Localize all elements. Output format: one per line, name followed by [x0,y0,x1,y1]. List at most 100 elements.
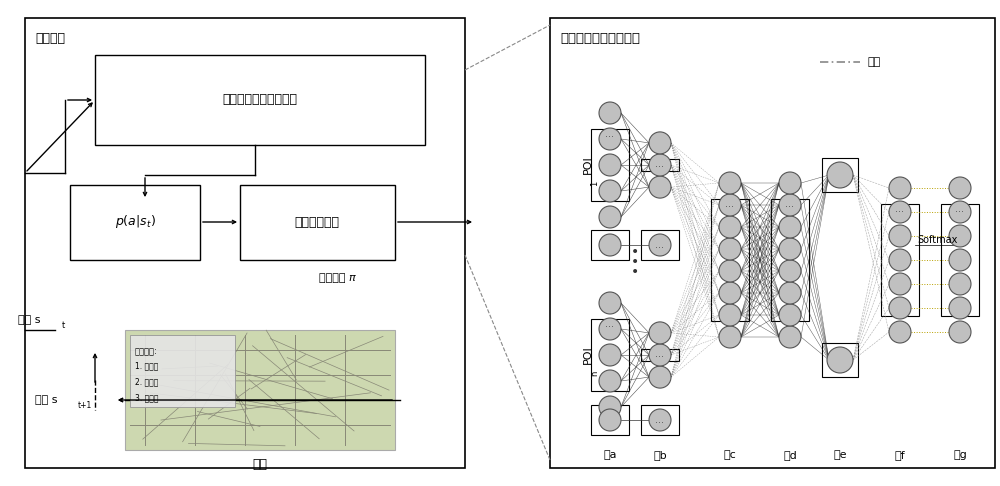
Text: 层g: 层g [953,450,967,460]
Text: 环境: 环境 [252,457,268,470]
Text: 采样策略 π: 采样策略 π [319,273,355,283]
Circle shape [719,238,741,260]
Text: POI: POI [583,346,593,364]
Circle shape [719,260,741,282]
Text: 深度活动因素平衡网络: 深度活动因素平衡网络 [560,32,640,45]
Bar [641,159,679,171]
Circle shape [949,297,971,319]
Text: 层d: 层d [783,450,797,460]
Circle shape [599,292,621,314]
Text: Softmax: Softmax [917,235,957,245]
Circle shape [889,177,911,199]
Text: ...: ... [656,159,664,169]
Circle shape [779,304,801,326]
Circle shape [779,260,801,282]
Text: ...: ... [956,204,964,214]
Bar [550,18,995,468]
Text: POI: POI [583,156,593,174]
Text: 状态 s: 状态 s [35,395,58,405]
Circle shape [599,128,621,150]
Circle shape [889,225,911,247]
Circle shape [649,366,671,388]
Bar [881,204,919,316]
Circle shape [949,273,971,295]
Text: t+1: t+1 [78,400,92,410]
Text: ...: ... [726,199,734,209]
Bar [95,55,425,145]
Circle shape [719,194,741,216]
Text: ...: ... [896,204,904,214]
Circle shape [949,249,971,271]
Bar [641,405,679,435]
Circle shape [649,344,671,366]
Text: 需求列表:: 需求列表: [135,347,158,356]
Text: ...: ... [656,415,664,425]
Bar [941,204,979,316]
Bar [125,330,395,450]
Circle shape [779,172,801,194]
Bar [130,335,235,407]
Circle shape [889,297,911,319]
Circle shape [649,132,671,154]
Circle shape [599,370,621,392]
Circle shape [599,409,621,431]
Text: ...: ... [786,199,794,209]
Text: ...: ... [606,129,614,139]
Circle shape [827,347,853,373]
Text: 层a: 层a [603,450,617,460]
Text: n: n [590,370,600,376]
Text: •: • [631,265,639,279]
Text: t: t [62,320,65,330]
Text: 层f: 层f [895,450,905,460]
Text: ...: ... [656,349,664,359]
Circle shape [949,225,971,247]
Circle shape [719,282,741,304]
Circle shape [599,396,621,418]
Bar [591,319,629,391]
Circle shape [719,172,741,194]
Circle shape [779,216,801,238]
Text: 层e: 层e [833,450,847,460]
Text: 3. 去购物: 3. 去购物 [135,393,158,402]
Text: ...: ... [656,240,664,250]
Circle shape [779,238,801,260]
Text: 层c: 层c [724,450,736,460]
Circle shape [599,318,621,340]
Bar [711,199,749,321]
Circle shape [779,282,801,304]
Circle shape [949,201,971,223]
Text: •: • [631,245,639,259]
Text: 1: 1 [590,180,600,186]
Circle shape [599,206,621,228]
Text: 2. 去公园: 2. 去公园 [135,377,158,386]
Circle shape [599,180,621,202]
Circle shape [649,234,671,256]
Circle shape [649,154,671,176]
Text: ...: ... [606,319,614,329]
Bar [771,199,809,321]
Circle shape [889,321,911,343]
Text: 状态 s: 状态 s [18,315,40,325]
Bar [240,185,395,260]
Text: 深度活动因素平衡网络: 深度活动因素平衡网络 [222,93,298,106]
Circle shape [649,409,671,431]
Bar [641,230,679,260]
Circle shape [649,176,671,198]
Text: •: • [631,255,639,269]
Circle shape [949,177,971,199]
Text: 策略网络: 策略网络 [35,32,65,45]
Bar [641,349,679,361]
Text: 蒙特卡罗抽样: 蒙特卡罗抽样 [294,215,340,228]
Circle shape [599,234,621,256]
Circle shape [889,201,911,223]
Bar [70,185,200,260]
Circle shape [599,102,621,124]
Text: 层b: 层b [653,450,667,460]
Circle shape [949,321,971,343]
Circle shape [719,304,741,326]
Circle shape [827,162,853,188]
Text: 1. 去医院: 1. 去医院 [135,361,158,370]
Circle shape [779,326,801,348]
Circle shape [779,194,801,216]
Bar [591,129,629,201]
